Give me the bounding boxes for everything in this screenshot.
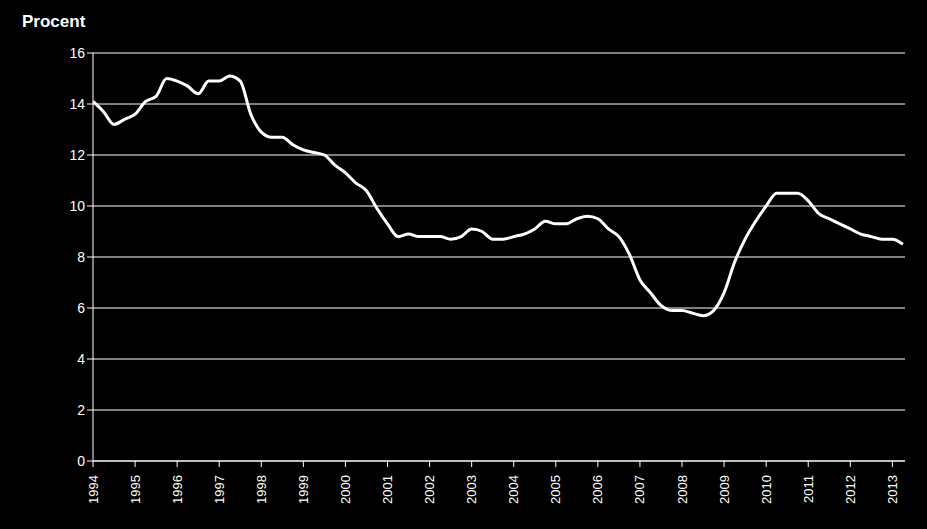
svg-text:1996: 1996	[170, 475, 185, 504]
svg-text:2010: 2010	[759, 475, 774, 504]
svg-text:2007: 2007	[632, 475, 647, 504]
svg-text:2003: 2003	[464, 475, 479, 504]
svg-text:1997: 1997	[212, 475, 227, 504]
svg-text:2001: 2001	[380, 475, 395, 504]
svg-text:16: 16	[69, 45, 85, 61]
svg-text:2002: 2002	[422, 475, 437, 504]
svg-text:2005: 2005	[548, 475, 563, 504]
svg-text:2: 2	[77, 402, 85, 418]
svg-text:2013: 2013	[885, 475, 900, 504]
svg-text:1995: 1995	[128, 475, 143, 504]
svg-text:2011: 2011	[801, 475, 816, 503]
svg-text:2012: 2012	[843, 475, 858, 504]
svg-text:2004: 2004	[506, 475, 521, 504]
svg-text:2000: 2000	[338, 475, 353, 504]
svg-text:14: 14	[69, 96, 85, 112]
svg-text:4: 4	[77, 351, 85, 367]
svg-text:0: 0	[77, 453, 85, 469]
svg-text:6: 6	[77, 300, 85, 316]
svg-text:1999: 1999	[296, 475, 311, 504]
svg-text:2006: 2006	[590, 475, 605, 504]
html-text:Procent: Procent	[22, 12, 86, 31]
svg-text:8: 8	[77, 249, 85, 265]
svg-text:1998: 1998	[254, 475, 269, 504]
svg-text:2008: 2008	[675, 475, 690, 504]
svg-text:1994: 1994	[86, 475, 101, 504]
svg-text:12: 12	[69, 147, 85, 163]
svg-text:10: 10	[69, 198, 85, 214]
svg-text:2009: 2009	[717, 475, 732, 504]
